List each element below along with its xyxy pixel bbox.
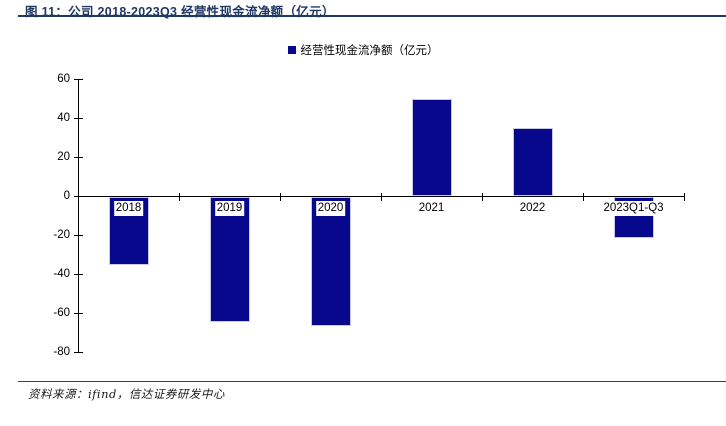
y-tick [74,313,83,314]
x-tick [583,193,584,201]
y-tick-label: -60 [53,307,70,319]
legend-label: 经营性现金流净额（亿元） [300,45,439,57]
x-tick [482,193,483,201]
title-underline [18,15,726,17]
y-tick-label: 20 [57,151,70,163]
category-label: 2019 [214,201,245,216]
category-label: 2023Q1-Q3 [601,201,666,216]
y-tick-label: -20 [53,229,70,241]
y-tick-label: 60 [57,73,70,85]
y-tick [74,79,83,80]
y-axis-line [78,79,79,352]
y-tick [74,235,83,236]
legend-swatch-icon [287,46,296,54]
x-tick [684,193,685,201]
y-tick-label: 0 [63,190,70,202]
source-note: 资料来源：ifind，信达证券研发中心 [28,387,225,401]
category-label: 2020 [315,201,346,216]
bar [310,197,351,326]
category-label: 2022 [517,201,548,216]
category-label: 2021 [416,201,447,216]
x-tick [78,193,79,201]
chart-legend: 经营性现金流净额（亿元） [0,42,726,58]
y-tick-label: -80 [53,346,70,358]
y-tick [74,118,83,119]
y-tick [74,157,83,158]
x-tick [381,193,382,201]
y-tick-label: 40 [57,112,70,124]
y-tick [74,274,83,275]
y-tick [74,352,83,353]
bar [209,197,250,322]
category-label: 2018 [113,201,144,216]
x-tick [280,193,281,201]
y-tick-label: -40 [53,268,70,280]
x-tick [179,193,180,201]
bar [411,98,452,196]
footer-rule [18,381,726,382]
bar [512,127,553,196]
